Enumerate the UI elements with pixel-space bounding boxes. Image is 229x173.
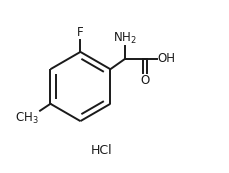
Text: F: F	[77, 26, 83, 39]
Text: NH$_2$: NH$_2$	[113, 31, 136, 46]
Text: CH$_3$: CH$_3$	[15, 111, 39, 126]
Text: OH: OH	[157, 52, 175, 65]
Text: O: O	[140, 74, 149, 87]
Text: HCl: HCl	[90, 144, 112, 157]
